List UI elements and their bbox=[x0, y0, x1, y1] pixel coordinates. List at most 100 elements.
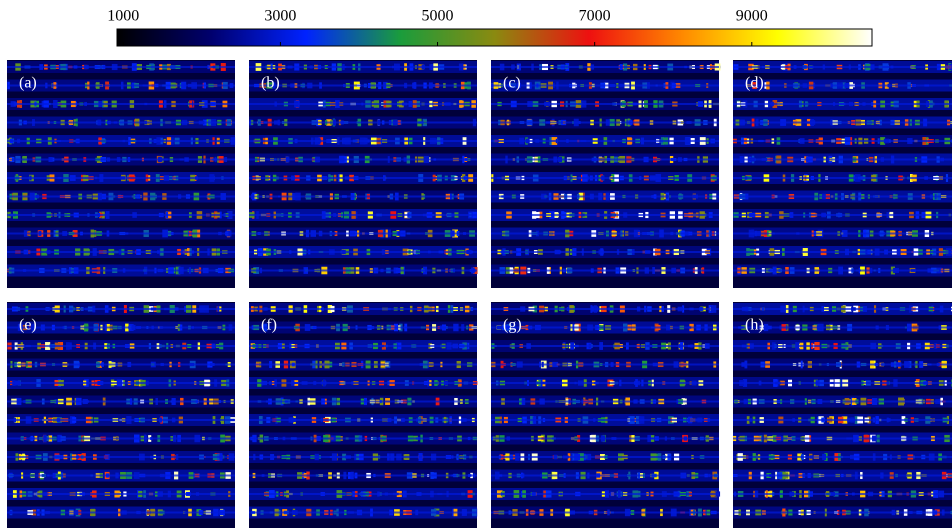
stripe-core bbox=[249, 66, 477, 68]
stripe-core bbox=[249, 327, 477, 329]
heatmap-panel bbox=[7, 302, 236, 528]
colorbar-tick-label: 9000 bbox=[736, 8, 768, 25]
stripe-core bbox=[491, 382, 719, 384]
stripe-core bbox=[733, 308, 952, 310]
stripe-core bbox=[733, 233, 952, 235]
stripe-core bbox=[7, 364, 235, 366]
panel-label: (b) bbox=[261, 75, 280, 92]
colorbar-tick-label: 7000 bbox=[579, 8, 611, 25]
stripe-core bbox=[733, 345, 952, 347]
stripe-core bbox=[7, 177, 235, 179]
stripe-core bbox=[249, 419, 477, 421]
panel-label: (f) bbox=[261, 317, 277, 334]
panel-label: (d) bbox=[745, 75, 764, 92]
stripe-core bbox=[491, 438, 719, 440]
stripe-core bbox=[249, 122, 477, 124]
stripe-core bbox=[491, 159, 719, 161]
stripe-core bbox=[491, 419, 719, 421]
stripe-core bbox=[7, 382, 235, 384]
stripe-core bbox=[733, 401, 952, 403]
panel-label: (h) bbox=[745, 317, 764, 334]
stripe-core bbox=[733, 103, 952, 105]
stripe-core bbox=[733, 475, 952, 477]
stripe-core bbox=[7, 122, 235, 124]
panel-label: (g) bbox=[503, 317, 522, 334]
stripe-core bbox=[249, 475, 477, 477]
stripe-core bbox=[733, 382, 952, 384]
stripe-core bbox=[491, 364, 719, 366]
stripe-core bbox=[491, 66, 719, 68]
panel-label: (a) bbox=[19, 75, 37, 92]
colorbar-tick-label: 1000 bbox=[107, 8, 139, 25]
stripe-core bbox=[249, 140, 477, 142]
heatmap-panel bbox=[491, 60, 720, 288]
stripe-core bbox=[249, 438, 477, 440]
stripe-core bbox=[733, 214, 952, 216]
stripe-core bbox=[733, 270, 952, 272]
stripe-core bbox=[7, 251, 235, 253]
stripe-core bbox=[7, 401, 235, 403]
stripe-core bbox=[733, 251, 952, 253]
stripe-core bbox=[7, 66, 235, 68]
stripe-core bbox=[249, 103, 477, 105]
stripe-core bbox=[249, 196, 477, 198]
stripe-core bbox=[491, 214, 719, 216]
stripe-core bbox=[491, 475, 719, 477]
stripe-core bbox=[249, 382, 477, 384]
stripe-core bbox=[7, 159, 235, 161]
stripe-core bbox=[249, 214, 477, 216]
stripe-core bbox=[7, 214, 235, 216]
heatmap-panel bbox=[249, 302, 477, 528]
colorbar bbox=[117, 29, 872, 46]
stripe-core bbox=[249, 233, 477, 235]
panel-label: (e) bbox=[19, 317, 37, 334]
stripe-core bbox=[249, 308, 477, 310]
stripe-core bbox=[733, 140, 952, 142]
heatmap-panel bbox=[7, 60, 235, 288]
stripe-core bbox=[7, 438, 235, 440]
stripe-core bbox=[7, 475, 235, 477]
stripe-core bbox=[491, 251, 719, 253]
stripe-core bbox=[249, 456, 477, 458]
stripe-core bbox=[491, 103, 719, 105]
stripe-core bbox=[491, 270, 719, 272]
stripe-core bbox=[491, 177, 719, 179]
stripe-core bbox=[733, 364, 952, 366]
stripe-core bbox=[491, 140, 719, 142]
stripe-core bbox=[249, 364, 477, 366]
stripe-core bbox=[7, 85, 235, 87]
stripe-core bbox=[7, 270, 235, 272]
stripe-core bbox=[733, 456, 952, 458]
stripe-core bbox=[7, 196, 235, 198]
stripe-core bbox=[7, 345, 235, 347]
stripe-core bbox=[491, 327, 719, 329]
heatmap-panel bbox=[733, 302, 952, 528]
stripe-core bbox=[491, 512, 719, 514]
stripe-core bbox=[249, 345, 477, 347]
stripe-core bbox=[733, 66, 952, 68]
stripe-core bbox=[491, 85, 719, 87]
stripe-core bbox=[733, 512, 952, 514]
stripe-core bbox=[491, 122, 719, 124]
stripe-core bbox=[491, 401, 719, 403]
stripe-core bbox=[491, 345, 719, 347]
stripe-core bbox=[7, 327, 235, 329]
stripe-core bbox=[7, 308, 235, 310]
heatmap-panel bbox=[249, 60, 477, 288]
heatmap-panel bbox=[491, 302, 720, 528]
stripe-core bbox=[733, 419, 952, 421]
stripe-core bbox=[249, 401, 477, 403]
stripe-core bbox=[7, 103, 235, 105]
stripe-core bbox=[249, 159, 477, 161]
stripe-core bbox=[249, 177, 477, 179]
stripe-core bbox=[491, 233, 719, 235]
stripe-core bbox=[249, 85, 477, 87]
heatmap-panel bbox=[733, 60, 952, 288]
stripe-core bbox=[733, 438, 952, 440]
stripe-core bbox=[7, 140, 235, 142]
stripe-core bbox=[249, 493, 477, 495]
stripe-core bbox=[249, 512, 477, 514]
stripe-core bbox=[7, 419, 235, 421]
stripe-core bbox=[733, 177, 952, 179]
